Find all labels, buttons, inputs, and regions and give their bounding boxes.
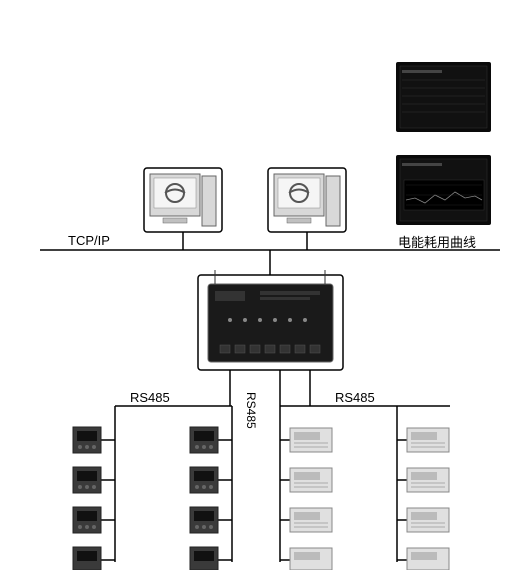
meter-col-3: [290, 428, 332, 570]
meter-3c: [290, 508, 332, 532]
label-energy-curve: 电能耗用曲线: [398, 232, 476, 251]
meter-2c: [190, 507, 218, 533]
meter-3a: [290, 428, 332, 452]
meter-2a: [190, 427, 218, 453]
diagram-canvas: [0, 0, 527, 570]
gateway-device: [198, 270, 343, 370]
meter-4c: [407, 508, 449, 532]
meter-4b: [407, 468, 449, 492]
meter-1b: [73, 467, 101, 493]
label-tcpip: TCP/IP: [68, 233, 110, 248]
meter-2b: [190, 467, 218, 493]
meter-4a: [407, 428, 449, 452]
computer-1: [144, 168, 222, 232]
meter-col-4: [407, 428, 449, 570]
meter-1d: [73, 547, 101, 570]
meter-1a: [73, 427, 101, 453]
dashboard-screen-top: [396, 62, 491, 132]
label-rs485-right: RS485: [335, 390, 375, 405]
meter-3d: [290, 548, 332, 570]
label-rs485-left: RS485: [130, 390, 170, 405]
dashboard-screen-bottom: [396, 155, 491, 225]
meter-col-1: [73, 427, 101, 570]
meter-2d: [190, 547, 218, 570]
meter-col-2: [190, 427, 218, 570]
meter-1c: [73, 507, 101, 533]
meter-4d: [407, 548, 449, 570]
meter-3b: [290, 468, 332, 492]
label-rs485-mid: RS485: [244, 392, 258, 429]
computer-2: [268, 168, 346, 232]
